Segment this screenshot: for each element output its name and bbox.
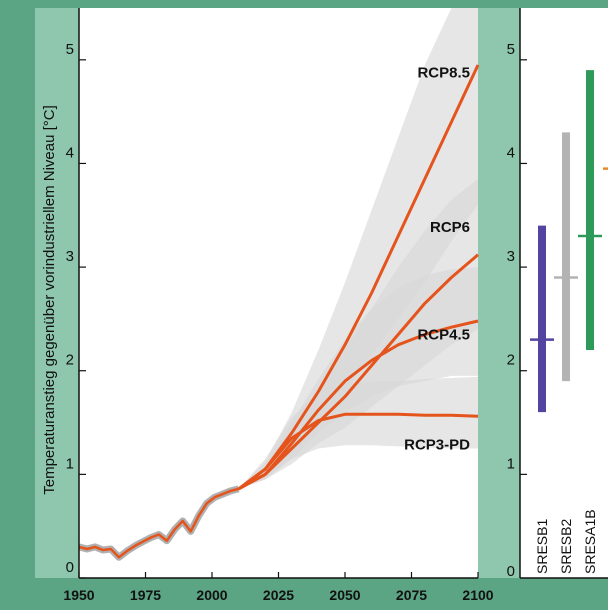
panel-divider-band	[478, 8, 520, 578]
y-tick-label: 4	[66, 144, 74, 161]
series-line-rcp4.5	[237, 319, 479, 491]
y-tick-label: 2	[66, 352, 74, 369]
y-tick-label: 3	[66, 248, 74, 265]
historical-line	[78, 487, 239, 559]
series-labels: RCP8.5 RCP6 RCP4.5 RCP3-PD	[404, 64, 470, 453]
sres-y-tick-label: 5	[507, 41, 515, 58]
series-label-rcp3-pd: RCP3-PD	[404, 437, 470, 454]
left-axis-band	[35, 8, 79, 578]
historical-series	[78, 485, 240, 561]
sres-y-tick-label: 3	[507, 248, 515, 265]
sres-y-tick-label: 0	[507, 563, 515, 580]
x-tick-label: 2025	[263, 587, 294, 603]
sres-y-tick-label: 2	[507, 352, 515, 369]
y-tick-label: 0	[66, 559, 74, 576]
sres-ranges: SRESB1 SRESB2 SRESA1B	[530, 70, 608, 574]
y-axis-title: Temperaturanstieg gegenüber vorindustrie…	[41, 105, 58, 495]
x-tick-label: 2000	[196, 587, 227, 603]
uncertainty-band	[238, 8, 478, 489]
series-line-rcp6	[237, 253, 479, 491]
x-tick-label: 1975	[130, 587, 161, 603]
series-line-rcp8.5	[237, 64, 480, 491]
projection-lines	[237, 64, 480, 491]
range-label-sresb1: SRESB1	[534, 519, 550, 574]
sres-y-axis-ticks: 1 2 3 4 5 0	[507, 41, 527, 580]
series-label-rcp6: RCP6	[430, 219, 470, 236]
x-tick-label: 2050	[329, 587, 360, 603]
series-label-rcp8.5: RCP8.5	[417, 64, 470, 81]
range-label-sresb2: SRESB2	[558, 519, 574, 574]
sres-y-tick-label: 1	[507, 455, 515, 472]
uncertainty-band	[238, 376, 478, 489]
x-axis-ticks: 1950 1975 2000 2025 2050 2075 2100	[63, 572, 494, 603]
y-tick-label: 1	[66, 455, 74, 472]
sres-y-tick-label: 4	[507, 144, 515, 161]
x-tick-label: 2100	[462, 587, 493, 603]
x-tick-label: 1950	[63, 587, 94, 603]
series-line-rcp3-pd	[237, 412, 479, 491]
y-axis-ticks: 0 1 2 3 4 5	[66, 41, 86, 579]
y-tick-label: 5	[66, 41, 74, 58]
x-tick-label: 2075	[396, 587, 427, 603]
series-label-rcp4.5: RCP4.5	[417, 327, 470, 344]
range-label-sresa1b: SRESA1B	[582, 509, 598, 574]
